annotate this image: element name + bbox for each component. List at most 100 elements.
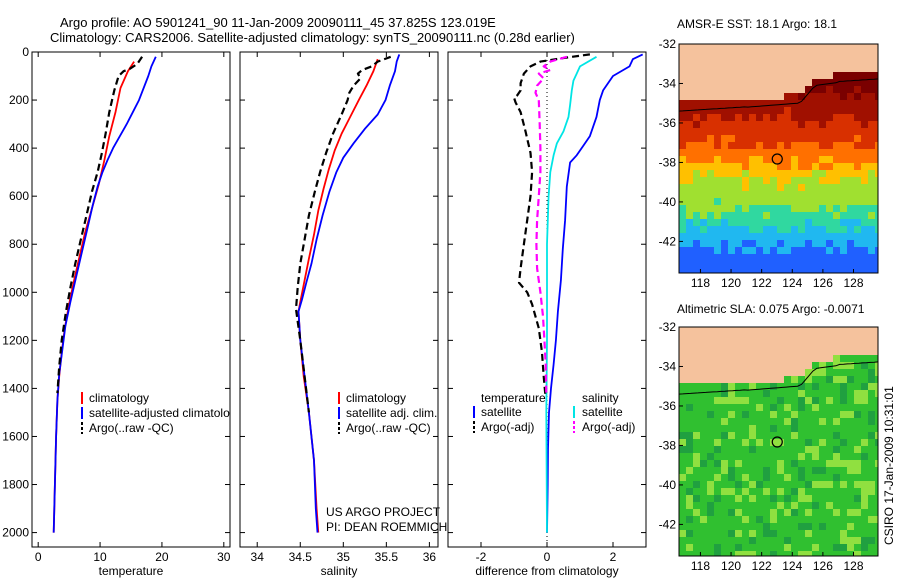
map-cell: [756, 544, 763, 551]
map-cell: [686, 198, 693, 205]
map-cell: [728, 453, 735, 460]
map-cell: [840, 523, 847, 530]
map-cell: [693, 369, 700, 376]
map-cell: [826, 121, 833, 128]
map-cell: [679, 362, 686, 369]
map-cell: [784, 495, 791, 502]
map-cell: [742, 334, 749, 341]
map-cell: [847, 327, 854, 334]
map-cell: [833, 327, 840, 334]
profile-location-marker: [771, 153, 783, 165]
map-cell: [840, 376, 847, 383]
map-cell: [707, 261, 714, 268]
map-cell: [721, 369, 728, 376]
map-cell: [679, 247, 686, 254]
legend-label: climatology: [89, 391, 149, 405]
map-cell: [693, 390, 700, 397]
map-cell: [798, 65, 805, 72]
map-cell: [805, 530, 812, 537]
map-cell: [875, 355, 878, 362]
map-cell: [686, 93, 693, 100]
map-cell: [826, 51, 833, 58]
map-cell: [728, 177, 735, 184]
map-cell: [742, 460, 749, 467]
map-cell: [784, 446, 791, 453]
map-cell: [819, 397, 826, 404]
map-cell: [686, 163, 693, 170]
map-cell: [833, 240, 840, 247]
side-note: CSIRO 17-Jan-2009 10:31:01: [882, 386, 896, 545]
map-cell: [812, 44, 819, 51]
map-cell: [805, 425, 812, 432]
map-cell: [735, 170, 742, 177]
map-cell: [861, 163, 868, 170]
map-cell: [833, 51, 840, 58]
map-cell: [826, 44, 833, 51]
map-cell: [735, 233, 742, 240]
map-cell: [854, 163, 861, 170]
map-cell: [833, 544, 840, 551]
map-cell: [749, 425, 756, 432]
map-cell: [812, 474, 819, 481]
map-cell: [798, 163, 805, 170]
map-cell: [749, 530, 756, 537]
map-cell: [840, 446, 847, 453]
map-cell: [868, 530, 875, 537]
map-cell: [840, 327, 847, 334]
map-cell: [693, 142, 700, 149]
map-cell: [812, 163, 819, 170]
map-cell: [847, 488, 854, 495]
map-cell: [812, 467, 819, 474]
map-cell: [805, 86, 812, 93]
map-cell: [679, 502, 686, 509]
map-cell: [847, 184, 854, 191]
map-cell: [875, 226, 878, 233]
map-cell: [749, 362, 756, 369]
x-tick-label: 34: [251, 550, 265, 564]
map-cell: [798, 177, 805, 184]
map-cell: [742, 191, 749, 198]
map-cell: [686, 481, 693, 488]
map-cell: [826, 58, 833, 65]
map-cell: [728, 198, 735, 205]
map-cell: [735, 439, 742, 446]
map-cell: [791, 467, 798, 474]
map-cell: [833, 86, 840, 93]
map-cell: [721, 233, 728, 240]
map-cell: [700, 418, 707, 425]
map-cell: [756, 411, 763, 418]
map-cell: [791, 86, 798, 93]
map-cell: [756, 488, 763, 495]
map-cell: [693, 460, 700, 467]
map-cell: [686, 254, 693, 261]
map-cell: [763, 198, 770, 205]
map-cell: [735, 58, 742, 65]
map-cell: [777, 460, 784, 467]
map-cell: [826, 198, 833, 205]
map-cell: [742, 58, 749, 65]
map-cell: [763, 212, 770, 219]
map-cell: [847, 509, 854, 516]
map-cell: [770, 100, 777, 107]
legend-label: satellite-adjusted climatolo: [89, 406, 230, 420]
map-cell: [826, 390, 833, 397]
map-cell: [861, 488, 868, 495]
map-cell: [735, 135, 742, 142]
map-cell: [805, 212, 812, 219]
map-cell: [819, 163, 826, 170]
map-cell: [707, 149, 714, 156]
map-cell: [728, 537, 735, 544]
map-cell: [868, 114, 875, 121]
map-cell: [770, 390, 777, 397]
map-cell: [700, 254, 707, 261]
map-cell: [749, 397, 756, 404]
map-cell: [693, 184, 700, 191]
map-cell: [798, 261, 805, 268]
map-cell: [707, 65, 714, 72]
map-cell: [693, 530, 700, 537]
map-cell: [784, 198, 791, 205]
map-cell: [777, 58, 784, 65]
map-cell: [812, 495, 819, 502]
map-cell: [735, 467, 742, 474]
map-cell: [847, 453, 854, 460]
